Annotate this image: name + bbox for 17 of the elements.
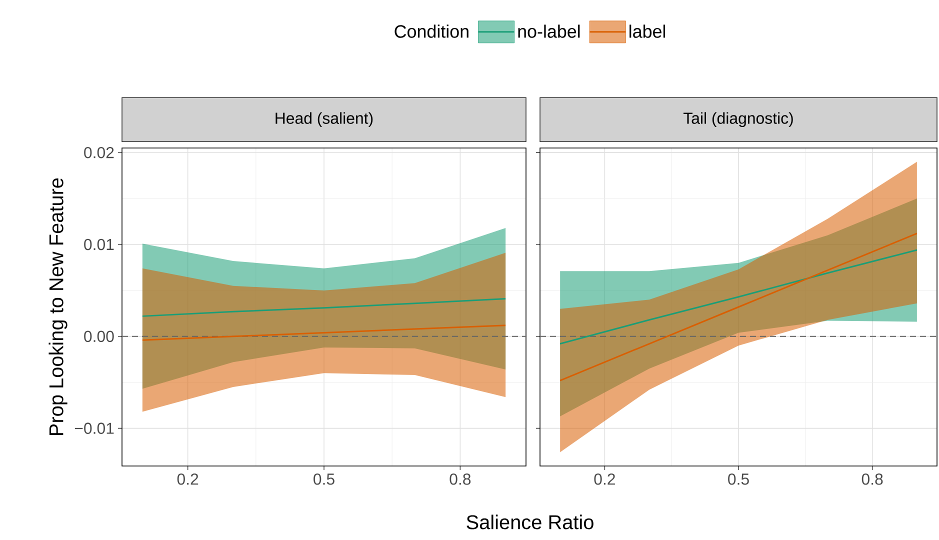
x-tick-label: 0.2: [177, 474, 198, 485]
y-tick-label: 0.02: [84, 146, 114, 158]
legend-label: no-label: [518, 24, 580, 38]
legend-label: label: [630, 24, 666, 38]
y-tick-label: 0.01: [84, 238, 114, 250]
y-tick-label: 0.00: [84, 330, 114, 342]
y-tick-label: −0.01: [74, 422, 114, 434]
x-tick-label: 0.8: [450, 474, 471, 485]
chart-title: Head (salient): [276, 112, 373, 128]
chart-title: Tail (diagnostic): [683, 112, 793, 128]
x-axis-title: Salience Ratio: [466, 514, 594, 530]
x-tick-label: 0.5: [728, 474, 749, 485]
x-tick-label: 0.5: [314, 474, 334, 485]
x-tick-label: 0.8: [862, 474, 883, 485]
legend-title: Condition: [394, 24, 468, 38]
x-tick-label: 0.2: [594, 474, 615, 485]
y-axis-title: Prop Looking to New Feature: [48, 178, 68, 435]
